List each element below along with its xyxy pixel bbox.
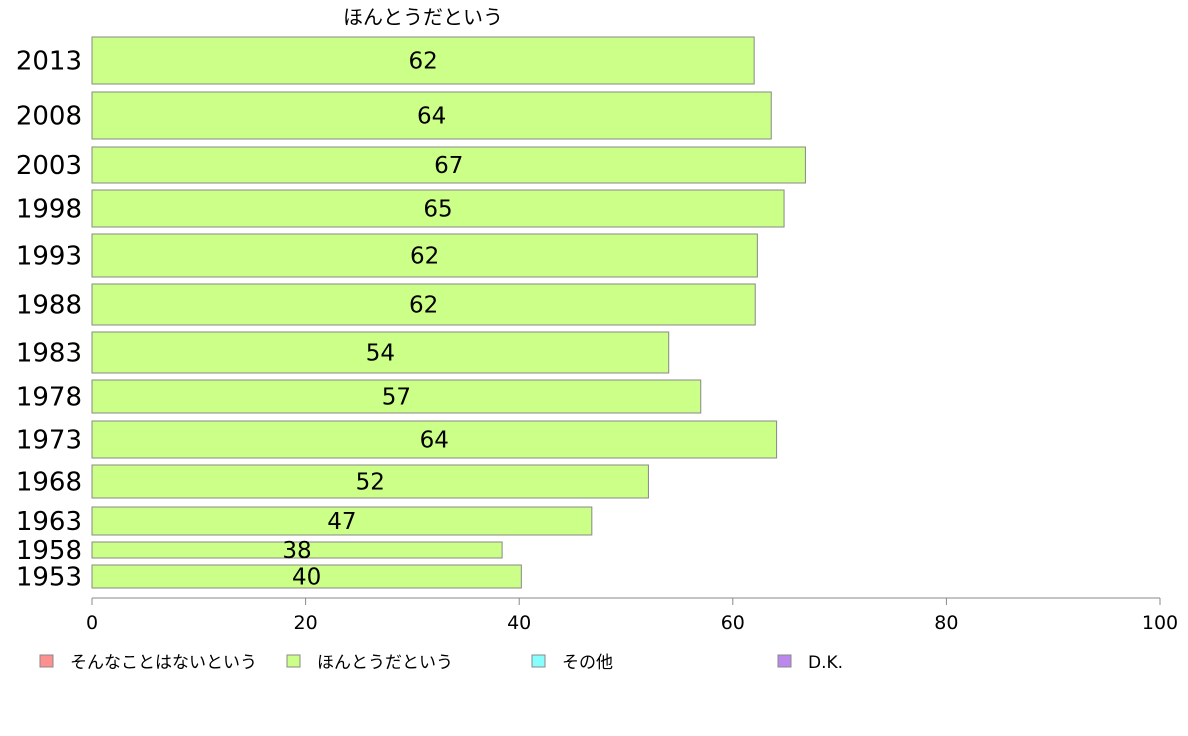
legend-label-2: その他 bbox=[562, 653, 613, 673]
value-label-1978: 57 bbox=[382, 385, 411, 411]
category-label-1968: 1968 bbox=[16, 468, 82, 498]
bar-2008 bbox=[91, 91, 772, 140]
value-label-1953: 40 bbox=[292, 565, 321, 591]
bar-1963 bbox=[91, 506, 593, 536]
category-label-1983: 1983 bbox=[16, 339, 82, 369]
value-label-2013: 62 bbox=[408, 49, 437, 75]
value-label-1968: 52 bbox=[356, 470, 385, 496]
value-label-1963: 47 bbox=[327, 509, 356, 535]
x-tick-label-40: 40 bbox=[507, 612, 531, 634]
legend: そんなことはないという ほんとうだという その他 D.K. bbox=[39, 653, 843, 673]
x-tick-label-80: 80 bbox=[934, 612, 958, 634]
legend-label-3: D.K. bbox=[808, 653, 843, 673]
legend-swatch-0 bbox=[39, 654, 54, 668]
bar-2013 bbox=[91, 36, 755, 85]
legend-label-0: そんなことはないという bbox=[70, 653, 257, 673]
bar-1993 bbox=[91, 233, 758, 278]
bar-1988 bbox=[91, 283, 756, 326]
category-label-1988: 1988 bbox=[16, 291, 82, 321]
category-label-1973: 1973 bbox=[16, 426, 82, 456]
legend-swatch-2 bbox=[531, 654, 546, 668]
chart-title: ほんとうだという bbox=[343, 5, 503, 29]
category-label-2003: 2003 bbox=[16, 151, 82, 181]
x-axis: 0 20 40 60 80 100 bbox=[86, 597, 1178, 634]
x-tick-label-60: 60 bbox=[721, 612, 745, 634]
category-label-1963: 1963 bbox=[16, 507, 82, 537]
category-label-1998: 1998 bbox=[16, 195, 82, 225]
value-label-2003: 67 bbox=[434, 153, 463, 179]
value-label-1998: 65 bbox=[423, 197, 452, 223]
category-label-2008: 2008 bbox=[16, 102, 82, 132]
legend-label-1: ほんとうだという bbox=[317, 653, 453, 673]
bar-1978 bbox=[91, 379, 702, 414]
value-label-1958: 38 bbox=[282, 538, 311, 564]
value-label-1988: 62 bbox=[409, 293, 438, 319]
bar-1958 bbox=[91, 541, 503, 559]
value-label-1983: 54 bbox=[366, 341, 395, 367]
bar-1953 bbox=[91, 564, 522, 589]
x-tick-label-20: 20 bbox=[294, 612, 318, 634]
category-label-1958: 1958 bbox=[16, 536, 82, 566]
bar-2003 bbox=[91, 146, 806, 184]
bars-layer: 2013 62 2008 64 2003 67 1998 65 1993 62 1988 62 1983… bbox=[16, 36, 806, 593]
bar-1998 bbox=[91, 189, 785, 228]
bar-1983 bbox=[91, 331, 670, 374]
category-label-1978: 1978 bbox=[16, 383, 82, 413]
value-label-1973: 64 bbox=[420, 428, 449, 454]
x-tick-label-100: 100 bbox=[1142, 612, 1178, 634]
category-label-2013: 2013 bbox=[16, 47, 82, 77]
category-label-1993: 1993 bbox=[16, 242, 82, 272]
x-tick-label-0: 0 bbox=[86, 612, 98, 634]
value-label-2008: 64 bbox=[417, 104, 446, 130]
bar-1973 bbox=[91, 420, 778, 459]
category-label-1953: 1953 bbox=[16, 563, 82, 593]
legend-swatch-1 bbox=[286, 654, 301, 668]
legend-swatch-3 bbox=[777, 654, 792, 668]
value-label-1993: 62 bbox=[410, 244, 439, 270]
bar-1968 bbox=[91, 464, 649, 499]
